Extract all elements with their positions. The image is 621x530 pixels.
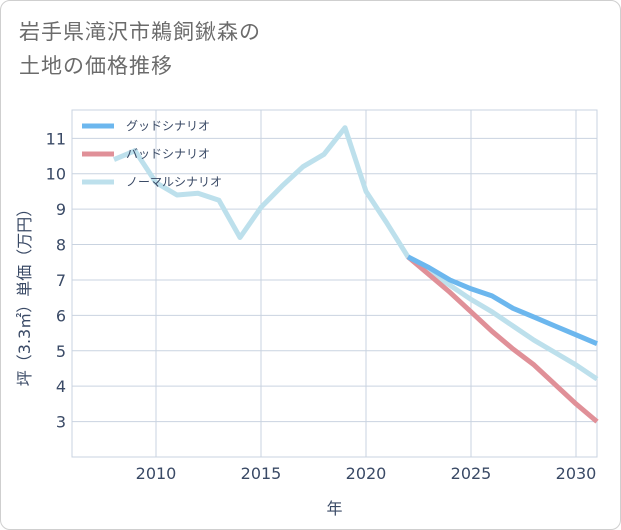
y-tick-label: 9 bbox=[56, 200, 66, 219]
series-layer bbox=[113, 125, 599, 424]
series-line-2 bbox=[406, 254, 599, 424]
chart-title-line-2: 土地の価格推移 bbox=[19, 54, 173, 78]
y-tick-label: 8 bbox=[56, 236, 66, 255]
grid-lines bbox=[71, 109, 598, 458]
x-tick-label: 2010 bbox=[136, 464, 177, 483]
x-tick-label: 2025 bbox=[451, 464, 492, 483]
chart-title: 岩手県滝沢市鵜飼鍬森の 土地の価格推移 bbox=[19, 15, 579, 83]
series-line-1 bbox=[406, 254, 598, 347]
x-tick-label: 2020 bbox=[346, 464, 387, 483]
x-axis-label: 年 bbox=[326, 499, 342, 518]
legend-label: バッドシナリオ bbox=[126, 147, 210, 161]
y-tick-label: 11 bbox=[46, 129, 66, 148]
legend-label: グッドシナリオ bbox=[126, 119, 210, 133]
y-tick-label: 3 bbox=[56, 413, 66, 432]
y-tick-label: 4 bbox=[56, 377, 66, 396]
axes: 2010 2015 2020 2025 2030 3 4 5 6 7 8 9 10 11 bbox=[46, 129, 597, 483]
y-axis-label: 坪（3.3㎡）単価（万円） bbox=[15, 201, 34, 386]
x-tick-label: 2030 bbox=[556, 464, 597, 483]
x-tick-label: 2015 bbox=[241, 464, 282, 483]
plot-frame bbox=[71, 109, 598, 458]
legend-label: ノーマルシナリオ bbox=[126, 175, 222, 189]
y-tick-label: 7 bbox=[56, 271, 66, 290]
y-tick-label: 10 bbox=[46, 165, 66, 184]
y-tick-label: 6 bbox=[56, 306, 66, 325]
y-tick-label: 5 bbox=[56, 342, 66, 361]
series-line-3 bbox=[113, 125, 599, 382]
chart-title-line-1: 岩手県滝沢市鵜飼鍬森の bbox=[19, 20, 261, 44]
